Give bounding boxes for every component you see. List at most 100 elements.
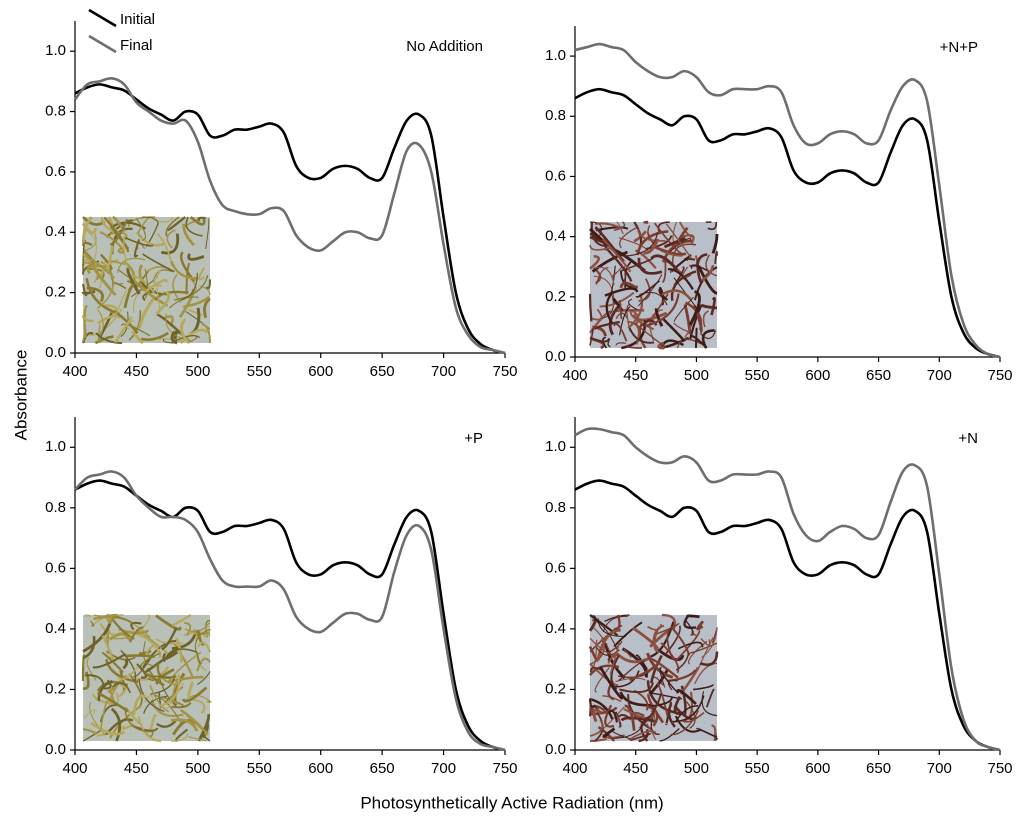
photo-strand — [185, 216, 203, 237]
photo-strand — [623, 232, 659, 257]
photo-strand — [189, 216, 206, 226]
photo-strand — [610, 654, 620, 691]
photo-strand — [81, 315, 94, 323]
photo-strand — [696, 620, 705, 631]
photo-strand — [669, 237, 692, 252]
photo-strand — [690, 264, 711, 273]
photo-strand — [201, 323, 212, 344]
x-tick-label: 450 — [623, 367, 648, 384]
photo-strand — [589, 698, 596, 708]
photo-strand — [595, 226, 629, 232]
photo-strand — [118, 683, 128, 698]
photo-strand — [641, 319, 658, 327]
photo-strand — [613, 621, 643, 648]
photo-strand — [646, 705, 659, 727]
photo-strand — [676, 689, 697, 705]
photo-strand — [149, 675, 171, 679]
photo-strand — [171, 701, 192, 709]
photo-strand — [604, 287, 639, 297]
photo-strand — [128, 626, 144, 643]
photo-strand — [142, 253, 175, 273]
y-tick-label: 0.6 — [545, 559, 566, 576]
y-tick-label: 0.4 — [45, 223, 66, 240]
photo-strand — [143, 278, 168, 294]
photo-strand — [673, 696, 682, 715]
y-tick-label: 0.2 — [45, 284, 66, 301]
photo-strand — [660, 339, 685, 349]
photo-strand — [155, 668, 175, 686]
photo-strand — [128, 310, 142, 341]
photo-strand — [167, 216, 186, 231]
photo-strand — [161, 627, 178, 651]
photo-strand — [182, 223, 195, 247]
photo-strand — [156, 719, 177, 728]
photo-strand — [133, 238, 141, 258]
photo-strand — [616, 221, 624, 235]
photo-strand — [100, 651, 124, 674]
photo-strand — [646, 652, 674, 679]
photo-strand — [193, 628, 211, 635]
photo-strand — [133, 666, 170, 681]
x-tick-label: 500 — [684, 760, 709, 777]
photo-strand — [82, 328, 87, 342]
photo-strand — [589, 737, 607, 743]
photo-strand — [81, 216, 93, 243]
y-tick-label: 1.0 — [45, 42, 66, 59]
y-tick-label: 0.6 — [45, 559, 66, 576]
photo-strand — [657, 341, 665, 350]
x-axis-label: Photosynthetically Active Radiation (nm) — [360, 793, 663, 812]
photo-strand — [126, 266, 141, 295]
photo-strand — [123, 283, 135, 309]
photo-strand — [188, 736, 207, 742]
photo-strand — [197, 216, 206, 222]
photo-strand — [697, 265, 718, 295]
inset-photo — [81, 215, 212, 345]
photo-strand — [100, 216, 115, 234]
photo-strand — [105, 245, 114, 273]
photo-strand — [117, 666, 139, 681]
x-tick-label: 650 — [866, 367, 891, 384]
photo-strand — [643, 238, 660, 255]
photo-strand — [145, 642, 156, 656]
photo-strand — [594, 266, 615, 285]
photo-strand — [701, 329, 715, 349]
photo-strand — [143, 695, 168, 714]
y-tick-label: 0.4 — [545, 620, 566, 637]
photo-strand — [615, 652, 652, 664]
y-tick-label: 0.8 — [545, 499, 566, 516]
photo-strand — [688, 640, 708, 665]
photo-strand — [180, 272, 198, 301]
x-tick-label: 500 — [185, 760, 210, 777]
photo-strand — [114, 289, 128, 316]
y-tick-label: 0.2 — [545, 288, 566, 305]
y-tick-label: 0.4 — [45, 620, 66, 637]
photo-strand — [594, 226, 625, 263]
photo-strand — [128, 673, 143, 706]
panel-label: +N — [958, 430, 978, 447]
photo-strand — [84, 614, 91, 618]
photo-strand — [170, 330, 178, 345]
photo-strand — [647, 623, 663, 631]
photo-strand — [602, 336, 608, 349]
photo-strand — [197, 267, 206, 281]
photo-strand — [196, 652, 202, 665]
data-line — [74, 83, 506, 355]
photo-strand — [653, 626, 661, 654]
photo-strand — [661, 289, 692, 300]
photo-strand — [131, 331, 144, 345]
y-tick-label: 1.0 — [545, 438, 566, 455]
photo-strand — [82, 253, 115, 279]
photo-strand — [589, 254, 600, 270]
photo-strand — [85, 277, 115, 314]
photo-strand — [82, 635, 96, 660]
photo-strand — [675, 226, 689, 246]
photo-strand — [618, 306, 631, 336]
y-tick-label: 0.4 — [545, 228, 566, 245]
photo-strand — [124, 708, 154, 733]
x-tick-label: 500 — [684, 367, 709, 384]
legend-label: Final — [120, 37, 153, 54]
photo-strand — [702, 310, 709, 328]
photo-strand — [643, 220, 649, 224]
photo-strand — [589, 697, 614, 720]
photo-strand — [589, 336, 610, 343]
